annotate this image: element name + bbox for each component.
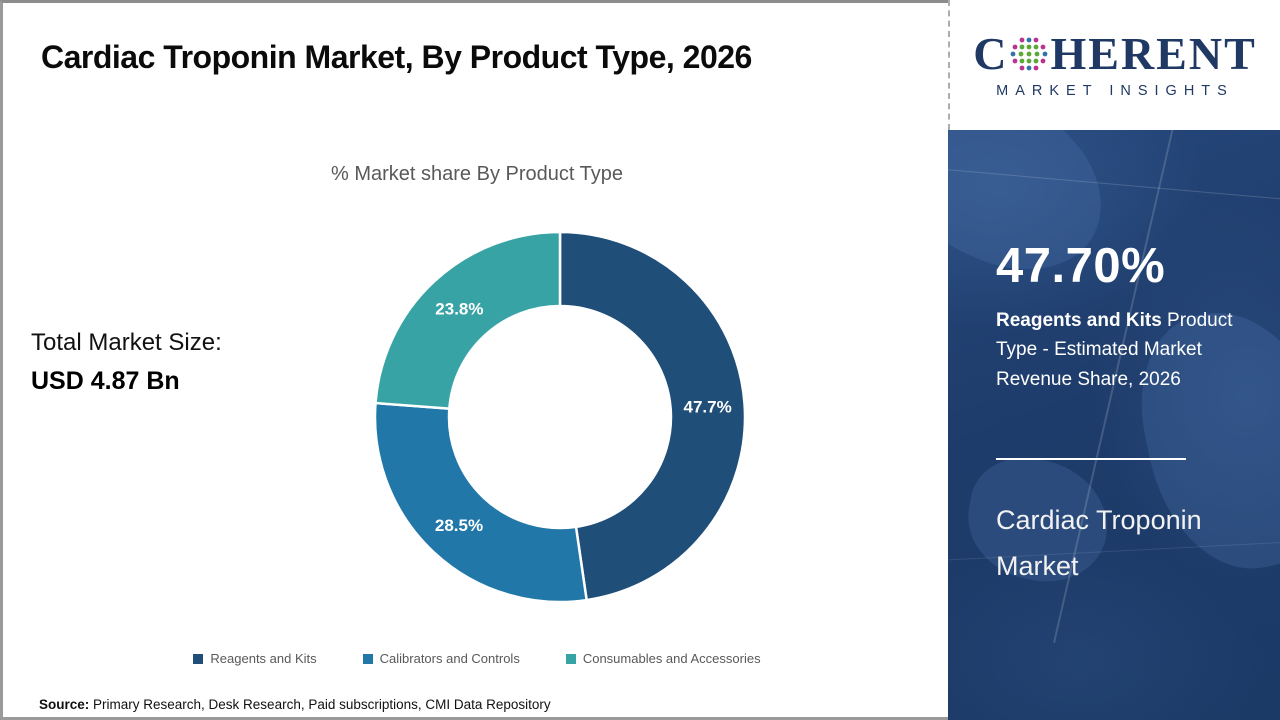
- donut-chart: 47.7% 28.5% 23.8%: [360, 217, 760, 617]
- total-market-size-value: USD 4.87 Bn: [31, 367, 180, 395]
- total-market-size-block: Total Market Size: USD 4.87 Bn: [31, 329, 222, 396]
- chart-legend: Reagents and Kits Calibrators and Control…: [3, 651, 951, 666]
- brand-logo: C HERENT MARKET INSIGHTS: [948, 0, 1280, 130]
- key-stat-segment: Reagents and Kits: [996, 310, 1162, 331]
- chart-title: % Market share By Product Type: [331, 163, 623, 185]
- source-text: Primary Research, Desk Research, Paid su…: [89, 697, 551, 712]
- highlight-sidebar: 47.70% Reagents and Kits Product Type - …: [948, 130, 1280, 720]
- legend-label: Consumables and Accessories: [582, 651, 761, 666]
- donut-slice-1: [373, 401, 589, 604]
- legend-swatch-icon: [193, 653, 204, 664]
- key-stat-rest: Product Type - Estimated Market Revenue …: [996, 310, 1233, 390]
- logo-text-herent: HERENT: [1050, 28, 1257, 79]
- logo-subtitle: MARKET INSIGHTS: [996, 83, 1234, 99]
- source-label: Source:: [39, 697, 90, 712]
- key-stat-description: Reagents and Kits Product Type - Estimat…: [996, 306, 1254, 394]
- slice-value-label: 23.8%: [435, 300, 483, 319]
- main-content-area: Cardiac Troponin Market, By Product Type…: [0, 0, 948, 720]
- legend-label: Calibrators and Controls: [379, 651, 520, 666]
- slice-value-label: 47.7%: [683, 397, 731, 416]
- donut-slice-0: [558, 230, 747, 602]
- donut-chart-svg: 47.7% 28.5% 23.8%: [373, 230, 747, 604]
- legend-label: Reagents and Kits: [210, 651, 317, 666]
- key-stat-value: 47.70%: [996, 239, 1166, 293]
- sidebar-divider: [996, 458, 1186, 460]
- legend-item: Reagents and Kits: [193, 651, 317, 666]
- logo-text-c: C: [973, 28, 1009, 79]
- page-title: Cardiac Troponin Market, By Product Type…: [41, 39, 752, 75]
- donut-slice-2: [374, 230, 562, 410]
- source-line: Source: Primary Research, Desk Research,…: [39, 697, 551, 712]
- legend-swatch-icon: [565, 653, 576, 664]
- sidebar-market-name: Cardiac Troponin Market: [996, 505, 1202, 581]
- globe-dots-icon: [1011, 37, 1048, 71]
- legend-item: Calibrators and Controls: [362, 651, 520, 666]
- legend-swatch-icon: [362, 653, 373, 664]
- legend-item: Consumables and Accessories: [565, 651, 761, 666]
- logo-wordmark: C HERENT: [973, 31, 1257, 77]
- slice-value-label: 28.5%: [435, 516, 483, 535]
- total-market-size-label: Total Market Size:: [31, 329, 222, 356]
